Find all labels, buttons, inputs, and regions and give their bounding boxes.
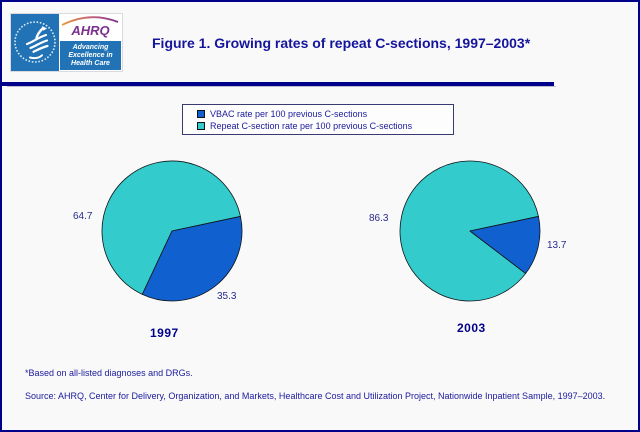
chart-legend: VBAC rate per 100 previous C-sections Re…: [182, 104, 454, 135]
ahrq-tagline-line2: Excellence in: [68, 52, 113, 59]
pie-slice-1997-repeat-csection: [101, 160, 241, 295]
legend-label-repeat: Repeat C-section rate per 100 previous C…: [210, 121, 413, 131]
value-label-1997-repeat: 64.7: [73, 211, 93, 222]
value-label-1997-vbac: 35.3: [217, 291, 237, 302]
legend-swatch-repeat: [197, 122, 205, 130]
pie-slice-1997-vbac: [141, 216, 243, 302]
pie-slice-2003-repeat-csection: [399, 160, 539, 302]
hhs-seal-icon: [11, 14, 59, 71]
legend-label-vbac: VBAC rate per 100 previous C-sections: [210, 109, 368, 119]
header-divider: [2, 82, 554, 86]
legend-item-repeat: Repeat C-section rate per 100 previous C…: [197, 120, 453, 132]
pie-chart-1997: [101, 160, 243, 302]
ahrq-tagline: Advancing Excellence in Health Care: [60, 41, 121, 70]
agency-logo: AHRQ Advancing Excellence in Health Care: [10, 13, 123, 72]
ahrq-arc-icon: [61, 16, 119, 26]
footnote-source: Source: AHRQ, Center for Delivery, Organ…: [25, 391, 606, 401]
year-label-2003: 2003: [457, 321, 486, 335]
pie-slice-2003-vbac: [469, 216, 541, 274]
header-divider-shadow: [7, 86, 556, 87]
pie-chart-2003: [399, 160, 541, 302]
ahrq-tagline-line1: Advancing: [72, 44, 109, 51]
figure-title: Figure 1. Growing rates of repeat C-sect…: [152, 35, 531, 51]
footnote-drg: *Based on all-listed diagnoses and DRGs.: [25, 368, 193, 378]
legend-item-vbac: VBAC rate per 100 previous C-sections: [197, 108, 453, 120]
hhs-eagle-icon: [14, 21, 56, 63]
ahrq-tagline-line3: Health Care: [71, 60, 110, 67]
legend-swatch-vbac: [197, 110, 205, 118]
ahrq-logo: AHRQ Advancing Excellence in Health Care: [59, 14, 122, 71]
ahrq-wordmark: AHRQ: [71, 23, 110, 38]
value-label-2003-vbac: 13.7: [547, 240, 567, 251]
value-label-2003-repeat: 86.3: [369, 213, 389, 224]
year-label-1997: 1997: [150, 326, 179, 340]
